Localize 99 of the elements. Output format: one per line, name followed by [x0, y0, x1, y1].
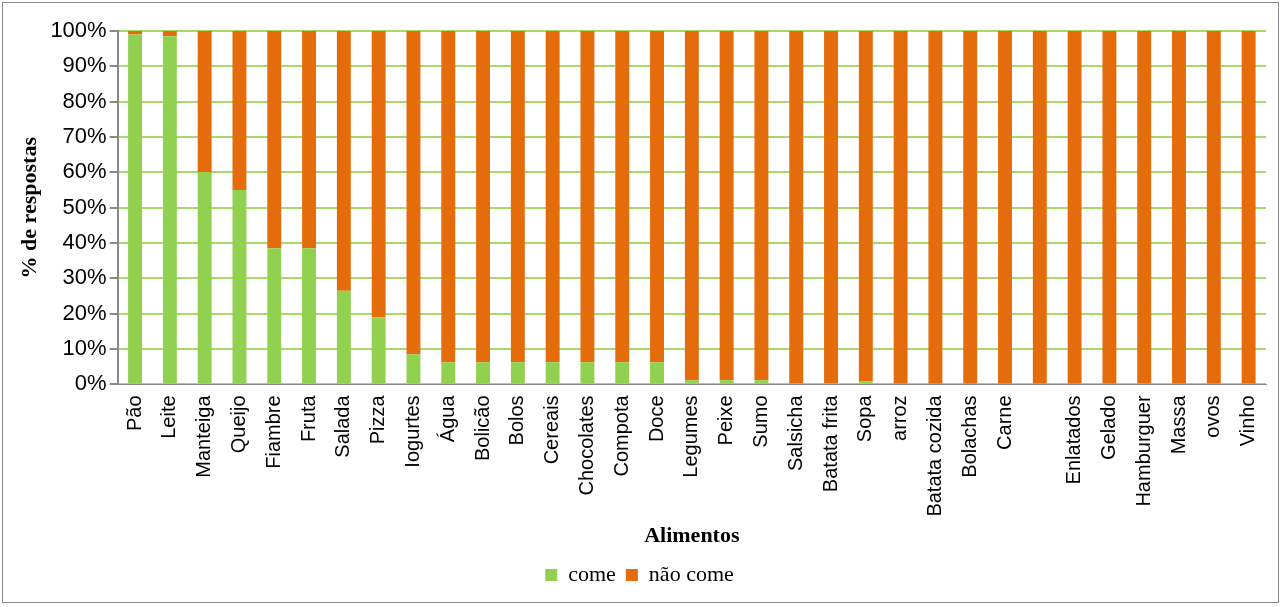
bar: [267, 31, 282, 249]
x-tick-label: Salada: [331, 394, 354, 458]
bar: [1102, 31, 1117, 384]
x-tick-label: Fiambre: [261, 395, 284, 469]
bar: [441, 31, 456, 363]
x-tick-label: Carne: [992, 395, 1015, 450]
x-tick-label: Bolos: [505, 395, 528, 446]
bar: [1137, 31, 1152, 384]
bar: [371, 31, 386, 318]
x-tick-label: Batata frita: [818, 394, 841, 493]
x-tick-label: ovos: [1201, 395, 1224, 438]
y-tick-label: 10%: [62, 335, 107, 361]
x-tick-label: arroz: [888, 395, 911, 441]
bar: [615, 31, 630, 363]
bar: [1206, 31, 1221, 384]
bar: [197, 31, 212, 173]
x-tick-label: Peixe: [714, 395, 737, 446]
x-tick-label: Sopa: [853, 394, 876, 443]
bar: [371, 317, 386, 384]
bar: [963, 31, 978, 384]
bar: [336, 290, 351, 384]
y-tick-label: 0%: [74, 370, 107, 396]
x-tick-label: Bolicão: [470, 395, 493, 462]
x-tick-label: Fruta: [296, 394, 319, 443]
bar: [684, 31, 699, 381]
bar: [1172, 31, 1186, 384]
x-tick-label: Chocolates: [574, 395, 597, 496]
bar: [232, 31, 247, 191]
bar: [754, 380, 769, 384]
bar: [1067, 31, 1082, 384]
bar: [824, 31, 838, 384]
bar: [789, 31, 804, 384]
y-tick-label: 50%: [62, 193, 107, 219]
x-tick-label: Vinho: [1236, 395, 1259, 447]
bar: [754, 31, 769, 381]
bar: [441, 362, 456, 384]
bar: [476, 31, 491, 363]
x-tick-label: Hamburguer: [1131, 395, 1154, 507]
bar: [1032, 31, 1047, 384]
x-tick-label: Massa: [1166, 394, 1189, 455]
x-tick-label: Cereais: [540, 395, 563, 465]
bar: [162, 31, 177, 37]
x-tick-label: Gelado: [1096, 395, 1119, 460]
y-axis-title: % de respostas: [15, 136, 41, 279]
bar: [162, 36, 177, 384]
y-tick-label: 100%: [50, 17, 107, 43]
y-tick-label: 90%: [62, 52, 107, 78]
y-tick-label: 30%: [62, 264, 107, 290]
bar: [476, 362, 491, 384]
bar: [128, 31, 143, 35]
x-axis-title: Alimentos: [644, 522, 740, 548]
bar: [719, 380, 734, 384]
bar: [719, 31, 734, 381]
bar: [510, 31, 525, 363]
bar: [928, 31, 943, 384]
y-tick-label: 20%: [62, 299, 107, 325]
y-tick-label: 60%: [62, 158, 107, 184]
bar: [232, 190, 247, 384]
bar: [128, 34, 143, 384]
bar: [615, 362, 630, 384]
x-tick-label: Doce: [644, 395, 667, 443]
bar: [545, 31, 560, 363]
bar: [580, 31, 595, 363]
bar: [684, 380, 699, 384]
x-tick-label: Manteiga: [192, 394, 215, 478]
bar: [545, 362, 560, 384]
bar: [580, 362, 595, 384]
bar: [650, 362, 664, 384]
y-tick-label: 70%: [62, 123, 107, 149]
x-tick-label: Pão: [122, 395, 145, 431]
bar: [650, 31, 664, 363]
x-tick-label: Pizza: [366, 394, 389, 445]
x-tick-label: Sumo: [748, 395, 771, 448]
bar: [406, 31, 421, 355]
x-tick-label: Queijo: [226, 395, 249, 454]
bar: [406, 354, 421, 384]
bar: [893, 31, 908, 384]
x-tick-label: Legumes: [679, 395, 702, 478]
legend-label: não come: [648, 560, 734, 586]
x-tick-label: Salsicha: [783, 394, 806, 472]
x-tick-label: Batata cozida: [922, 394, 945, 517]
y-tick-label: 80%: [62, 87, 107, 113]
bar: [858, 31, 873, 382]
x-tick-label: Água: [435, 394, 458, 443]
x-tick-label: Enlatados: [1062, 395, 1085, 485]
bar: [267, 248, 282, 384]
x-tick-label: Leite: [157, 395, 180, 439]
bar: [197, 172, 212, 384]
bar: [302, 248, 317, 384]
x-tick-label: Compota: [609, 394, 632, 477]
bar: [1241, 31, 1256, 384]
bar: [510, 362, 525, 384]
x-tick-label: Bolachas: [957, 395, 980, 478]
bar: [336, 31, 351, 291]
bar: [998, 31, 1012, 384]
y-tick-label: 40%: [62, 229, 107, 255]
legend-label: come: [568, 560, 616, 586]
bar: [302, 31, 317, 249]
x-tick-label: Iogurtes: [400, 395, 423, 468]
